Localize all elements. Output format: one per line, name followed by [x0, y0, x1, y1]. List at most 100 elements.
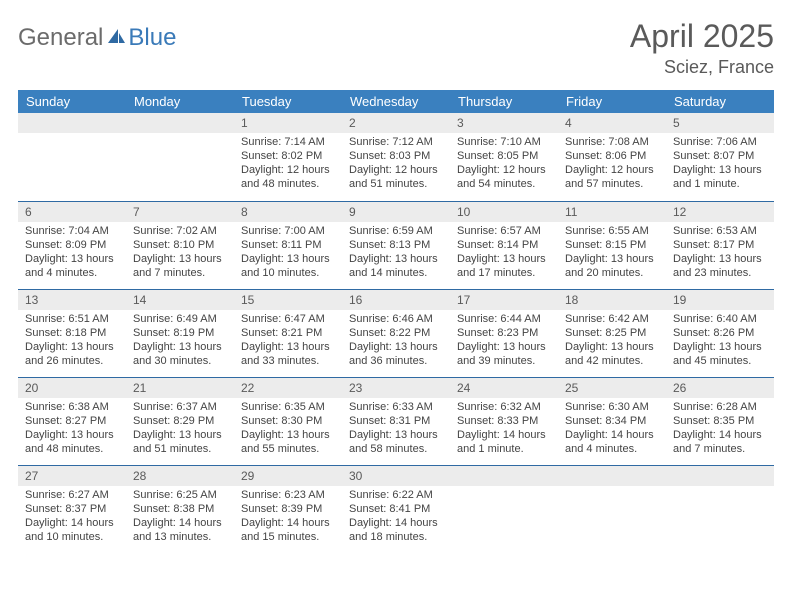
- day-details: Sunrise: 7:12 AMSunset: 8:03 PMDaylight:…: [342, 133, 450, 195]
- day-details: Sunrise: 7:14 AMSunset: 8:02 PMDaylight:…: [234, 133, 342, 195]
- day-details: Sunrise: 6:42 AMSunset: 8:25 PMDaylight:…: [558, 310, 666, 372]
- sunrise-text: Sunrise: 7:06 AM: [673, 135, 767, 149]
- calendar-week-row: 27 Sunrise: 6:27 AMSunset: 8:37 PM Dayligh…: [18, 465, 774, 553]
- day-details: Sunrise: 6:51 AMSunset: 8:18 PMDaylight:…: [18, 310, 126, 372]
- sunset-text: Sunset: 8:31 PM: [349, 414, 443, 428]
- day-details: Sunrise: 6:22 AMSunset: 8:41 PMDaylight:…: [342, 486, 450, 548]
- daylight-text: Daylight: 13 hours and 23 minutes.: [673, 252, 767, 280]
- sunrise-text: Sunrise: 7:00 AM: [241, 224, 335, 238]
- day-number: [18, 113, 126, 133]
- sunset-text: Sunset: 8:03 PM: [349, 149, 443, 163]
- weekday-header-row: Sunday Monday Tuesday Wednesday Thursday…: [18, 90, 774, 113]
- day-details: [450, 486, 558, 492]
- daylight-text: Daylight: 13 hours and 14 minutes.: [349, 252, 443, 280]
- sunset-text: Sunset: 8:27 PM: [25, 414, 119, 428]
- day-details: [126, 133, 234, 139]
- sunrise-text: Sunrise: 6:25 AM: [133, 488, 227, 502]
- daylight-text: Daylight: 13 hours and 4 minutes.: [25, 252, 119, 280]
- day-details: Sunrise: 6:47 AMSunset: 8:21 PMDaylight:…: [234, 310, 342, 372]
- calendar-week-row: 20Sunrise: 6:38 AMSunset: 8:27 PMDayligh…: [18, 377, 774, 465]
- sunrise-text: Sunrise: 6:22 AM: [349, 488, 443, 502]
- sunrise-text: Sunrise: 6:28 AM: [673, 400, 767, 414]
- sunset-text: Sunset: 8:35 PM: [673, 414, 767, 428]
- sunset-text: Sunset: 8:26 PM: [673, 326, 767, 340]
- daylight-text: Daylight: 14 hours and 1 minute.: [457, 428, 551, 456]
- calendar-cell: 13Sunrise: 6:51 AMSunset: 8:18 PMDayligh…: [18, 289, 126, 377]
- day-number: 26: [666, 378, 774, 398]
- calendar-week-row: 1Sunrise: 7:14 AMSunset: 8:02 PMDaylight…: [18, 113, 774, 201]
- sunset-text: Sunset: 8:11 PM: [241, 238, 335, 252]
- day-number: 15: [234, 290, 342, 310]
- daylight-text: Daylight: 14 hours and 13 minutes.: [133, 516, 227, 544]
- daylight-text: Daylight: 13 hours and 20 minutes.: [565, 252, 659, 280]
- calendar-cell: 25Sunrise: 6:30 AMSunset: 8:34 PMDayligh…: [558, 377, 666, 465]
- day-details: [18, 133, 126, 139]
- title-block: April 2025 Sciez, France: [630, 18, 774, 78]
- calendar-cell: 5Sunrise: 7:06 AMSunset: 8:07 PMDaylight…: [666, 113, 774, 201]
- day-details: [666, 486, 774, 492]
- calendar-cell: 28Sunrise: 6:25 AMSunset: 8:38 PMDayligh…: [126, 465, 234, 553]
- calendar-cell: 6Sunrise: 7:04 AMSunset: 8:09 PMDaylight…: [18, 201, 126, 289]
- day-number: [558, 466, 666, 486]
- sunrise-text: Sunrise: 6:32 AM: [457, 400, 551, 414]
- day-number: 11: [558, 202, 666, 222]
- day-number: 6: [18, 202, 126, 222]
- day-number: 25: [558, 378, 666, 398]
- day-number: [126, 113, 234, 133]
- day-number: 14: [126, 290, 234, 310]
- day-details: Sunrise: 6:55 AMSunset: 8:15 PMDaylight:…: [558, 222, 666, 284]
- weekday-tuesday: Tuesday: [234, 90, 342, 113]
- sunset-text: Sunset: 8:13 PM: [349, 238, 443, 252]
- daylight-text: Daylight: 13 hours and 26 minutes.: [25, 340, 119, 368]
- calendar-cell: [18, 113, 126, 201]
- day-number: 17: [450, 290, 558, 310]
- day-number: [666, 466, 774, 486]
- calendar-cell: 1Sunrise: 7:14 AMSunset: 8:02 PMDaylight…: [234, 113, 342, 201]
- sunrise-text: Sunrise: 7:04 AM: [25, 224, 119, 238]
- day-details: Sunrise: 7:08 AMSunset: 8:06 PMDaylight:…: [558, 133, 666, 195]
- daylight-text: Daylight: 13 hours and 10 minutes.: [241, 252, 335, 280]
- day-number: 12: [666, 202, 774, 222]
- logo-word-blue: Blue: [128, 24, 176, 52]
- day-number: 18: [558, 290, 666, 310]
- day-details: Sunrise: 7:02 AMSunset: 8:10 PMDaylight:…: [126, 222, 234, 284]
- daylight-text: Daylight: 13 hours and 1 minute.: [673, 163, 767, 191]
- sunset-text: Sunset: 8:05 PM: [457, 149, 551, 163]
- daylight-text: Daylight: 13 hours and 33 minutes.: [241, 340, 335, 368]
- calendar-cell: 20Sunrise: 6:38 AMSunset: 8:27 PMDayligh…: [18, 377, 126, 465]
- day-details: Sunrise: 6:46 AMSunset: 8:22 PMDaylight:…: [342, 310, 450, 372]
- sunrise-text: Sunrise: 6:30 AM: [565, 400, 659, 414]
- calendar-cell: 23Sunrise: 6:33 AMSunset: 8:31 PMDayligh…: [342, 377, 450, 465]
- day-details: Sunrise: 6:38 AMSunset: 8:27 PMDaylight:…: [18, 398, 126, 460]
- weekday-wednesday: Wednesday: [342, 90, 450, 113]
- sunrise-text: Sunrise: 6:38 AM: [25, 400, 119, 414]
- calendar-cell: 24Sunrise: 6:32 AMSunset: 8:33 PMDayligh…: [450, 377, 558, 465]
- sunrise-text: Sunrise: 6:23 AM: [241, 488, 335, 502]
- day-number: 1: [234, 113, 342, 133]
- calendar-cell: 9Sunrise: 6:59 AMSunset: 8:13 PMDaylight…: [342, 201, 450, 289]
- sunrise-text: Sunrise: 6:37 AM: [133, 400, 227, 414]
- calendar-cell: 16Sunrise: 6:46 AMSunset: 8:22 PMDayligh…: [342, 289, 450, 377]
- calendar-cell: 26Sunrise: 6:28 AMSunset: 8:35 PMDayligh…: [666, 377, 774, 465]
- sunset-text: Sunset: 8:14 PM: [457, 238, 551, 252]
- sunset-text: Sunset: 8:37 PM: [25, 502, 119, 516]
- sunrise-text: Sunrise: 6:27 AM: [25, 488, 119, 502]
- day-number: 2: [342, 113, 450, 133]
- day-details: Sunrise: 7:06 AMSunset: 8:07 PMDaylight:…: [666, 133, 774, 195]
- day-number: 7: [126, 202, 234, 222]
- sunset-text: Sunset: 8:17 PM: [673, 238, 767, 252]
- day-number: 27: [18, 466, 126, 486]
- sunrise-text: Sunrise: 6:47 AM: [241, 312, 335, 326]
- day-number: 28: [126, 466, 234, 486]
- calendar-cell: 11Sunrise: 6:55 AMSunset: 8:15 PMDayligh…: [558, 201, 666, 289]
- sunrise-text: Sunrise: 6:49 AM: [133, 312, 227, 326]
- calendar-cell: 21Sunrise: 6:37 AMSunset: 8:29 PMDayligh…: [126, 377, 234, 465]
- day-details: Sunrise: 6:57 AMSunset: 8:14 PMDaylight:…: [450, 222, 558, 284]
- calendar-cell: 3Sunrise: 7:10 AMSunset: 8:05 PMDaylight…: [450, 113, 558, 201]
- weekday-monday: Monday: [126, 90, 234, 113]
- daylight-text: Daylight: 12 hours and 51 minutes.: [349, 163, 443, 191]
- logo: General Blue: [18, 18, 176, 52]
- sunrise-text: Sunrise: 6:59 AM: [349, 224, 443, 238]
- daylight-text: Daylight: 12 hours and 48 minutes.: [241, 163, 335, 191]
- day-number: 22: [234, 378, 342, 398]
